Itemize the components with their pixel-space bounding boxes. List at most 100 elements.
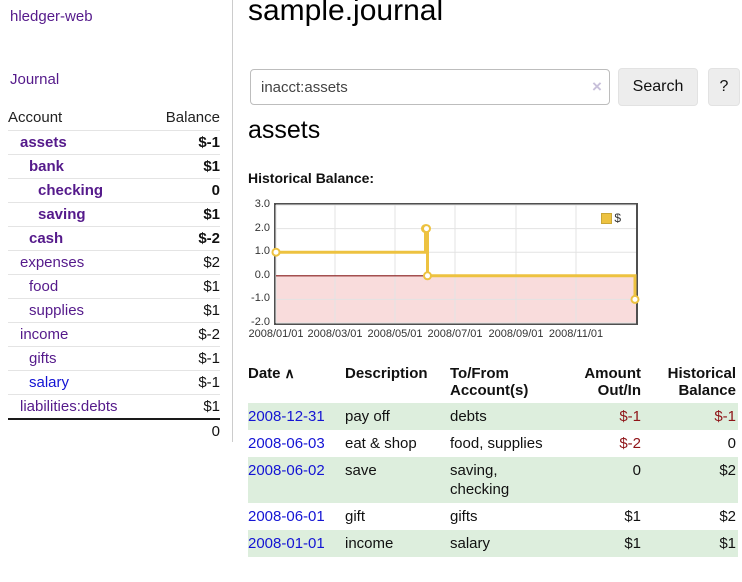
y-axis-tick-label: -1.0 [251,292,270,305]
account-row: assets $-1 [8,130,220,155]
register-table: Date ∧ Description To/From Account(s) Amo… [248,363,738,557]
search-form: × Search ? [248,68,742,106]
transaction-date-link[interactable]: 2008-06-02 [248,462,325,479]
account-link-food[interactable]: food [29,278,59,295]
account-link-expenses[interactable]: expenses [20,254,85,271]
transaction-date-link[interactable]: 2008-06-03 [248,435,325,452]
sidebar-item-journal[interactable]: Journal [10,71,60,88]
account-link-salary[interactable]: salary [29,374,70,391]
page-title: sample.journal [248,0,444,27]
account-row: checking 0 [8,178,220,203]
main-content: sample.journal × Search ? assets Histori… [248,0,742,582]
sort-ascending-icon: ∧ [284,365,295,381]
clear-search-icon[interactable]: × [592,77,602,96]
transaction-accounts: debts [450,403,565,430]
y-axis-tick-label: -2.0 [251,316,270,328]
account-link-checking[interactable]: checking [38,182,104,199]
accounts-header-balance: Balance [165,109,220,126]
account-balance: $1 [149,202,220,227]
account-balance: 0 [149,178,220,203]
transaction-date-link[interactable]: 2008-06-01 [248,508,325,525]
chart-legend: $ [600,210,622,226]
transaction-description: gift [345,508,366,525]
account-row: cash $-2 [8,226,220,251]
account-link-income[interactable]: income [20,326,69,343]
chart-plot-area[interactable]: $ [271,203,640,325]
help-button[interactable]: ? [708,68,740,106]
transaction-description: pay off [345,403,450,430]
transaction-amount: $1 [565,530,643,557]
account-row: bank $1 [8,154,220,179]
account-balance: $1 [149,154,220,179]
account-row: food $1 [8,274,220,299]
chart-heading: Historical Balance: [248,170,375,186]
search-input[interactable] [250,69,610,105]
account-balance: $-2 [149,226,220,251]
account-link-assets[interactable]: assets [20,134,67,151]
series-swatch-icon [601,212,613,224]
account-row: supplies $1 [8,298,220,323]
account-row: salary $-1 [8,370,220,395]
date-header-label: Date [248,365,281,382]
y-axis-tick-label: 1.0 [254,245,270,258]
account-balance: $-1 [149,370,220,395]
register-row: 2008-06-03 eat & shop food, supplies $-2… [248,430,738,457]
register-row: 2008-06-02 save saving, checking 0 $2 [248,457,738,503]
register-row: 2008-06-01 gift gifts $1 $2 [248,503,738,530]
register-row: 2008-12-31 pay off debts $-1 $-1 [248,403,738,430]
transaction-date-link[interactable]: 2008-12-31 [248,408,325,425]
accounts-header-account: Account [8,109,63,126]
sidebar: hledger-web Journal Account Balance asse… [0,0,233,443]
transaction-amount: 0 [565,457,643,503]
transaction-balance: $2 [643,457,738,503]
x-axis-tick-label: 2008/09/01 [488,328,544,340]
register-header-description: Description [345,365,428,382]
account-balance: $-1 [149,130,220,155]
historical-balance-chart: $ 3.0 2.0 1.0 0.0 -1.0 -2.0 2008/01/01 2008/03/… [248,198,688,349]
account-link-saving[interactable]: saving [38,206,86,223]
account-link-gifts[interactable]: gifts [29,350,57,367]
x-axis-tick-label: 2008/05/01 [367,328,423,340]
x-axis-tick-label: 2008/03/01 [307,328,363,340]
transaction-description: income [345,530,450,557]
account-balance: $1 [149,394,220,419]
y-axis-tick-label: 0.0 [254,268,270,281]
account-balance: $2 [149,250,220,275]
y-axis-tick-label: 3.0 [254,198,270,210]
transaction-accounts: salary [450,530,565,557]
transaction-accounts: saving, checking [450,457,565,503]
accounts-header-row: Account Balance [8,106,220,131]
account-link-cash[interactable]: cash [29,230,64,247]
register-header-accounts: To/From Account(s) [450,365,529,399]
transaction-amount: $1 [624,508,641,525]
transaction-description: save [345,457,450,503]
account-link-supplies[interactable]: supplies [29,302,85,319]
transaction-balance: $2 [719,508,736,525]
account-balance: $-1 [149,346,220,371]
x-axis-tick-label: 2008/11/01 [548,328,604,340]
account-row: liabilities:debts $1 [8,394,220,419]
accounts-table: Account Balance assets $-1 bank $1 check… [8,106,220,443]
account-row: saving $1 [8,202,220,227]
transaction-balance: $1 [643,530,738,557]
x-axis-tick-label: 2008/01/01 [248,328,304,340]
account-balance: $1 [149,274,220,299]
register-header-balance: Historical Balance [667,365,736,399]
accounts-total: 0 [149,418,220,443]
transaction-date-link[interactable]: 2008-01-01 [248,535,325,552]
account-balance: $1 [149,298,220,323]
account-link-bank[interactable]: bank [29,158,65,175]
register-header-amount: Amount Out/In [584,365,641,399]
search-button[interactable]: Search [618,68,698,106]
y-axis-tick-label: 2.0 [254,221,270,234]
app-title-link[interactable]: hledger-web [10,8,93,25]
transaction-balance: 0 [727,435,736,452]
x-axis-tick-label: 2008/07/01 [427,328,483,340]
transaction-description: eat & shop [345,435,417,452]
account-link-liabilities-debts[interactable]: liabilities:debts [20,398,118,415]
register-header-row: Date ∧ Description To/From Account(s) Amo… [248,363,738,403]
register-header-date: Date ∧ [248,363,345,403]
account-row: gifts $-1 [8,346,220,371]
account-balance: $-2 [149,322,220,347]
account-row: expenses $2 [8,250,220,275]
